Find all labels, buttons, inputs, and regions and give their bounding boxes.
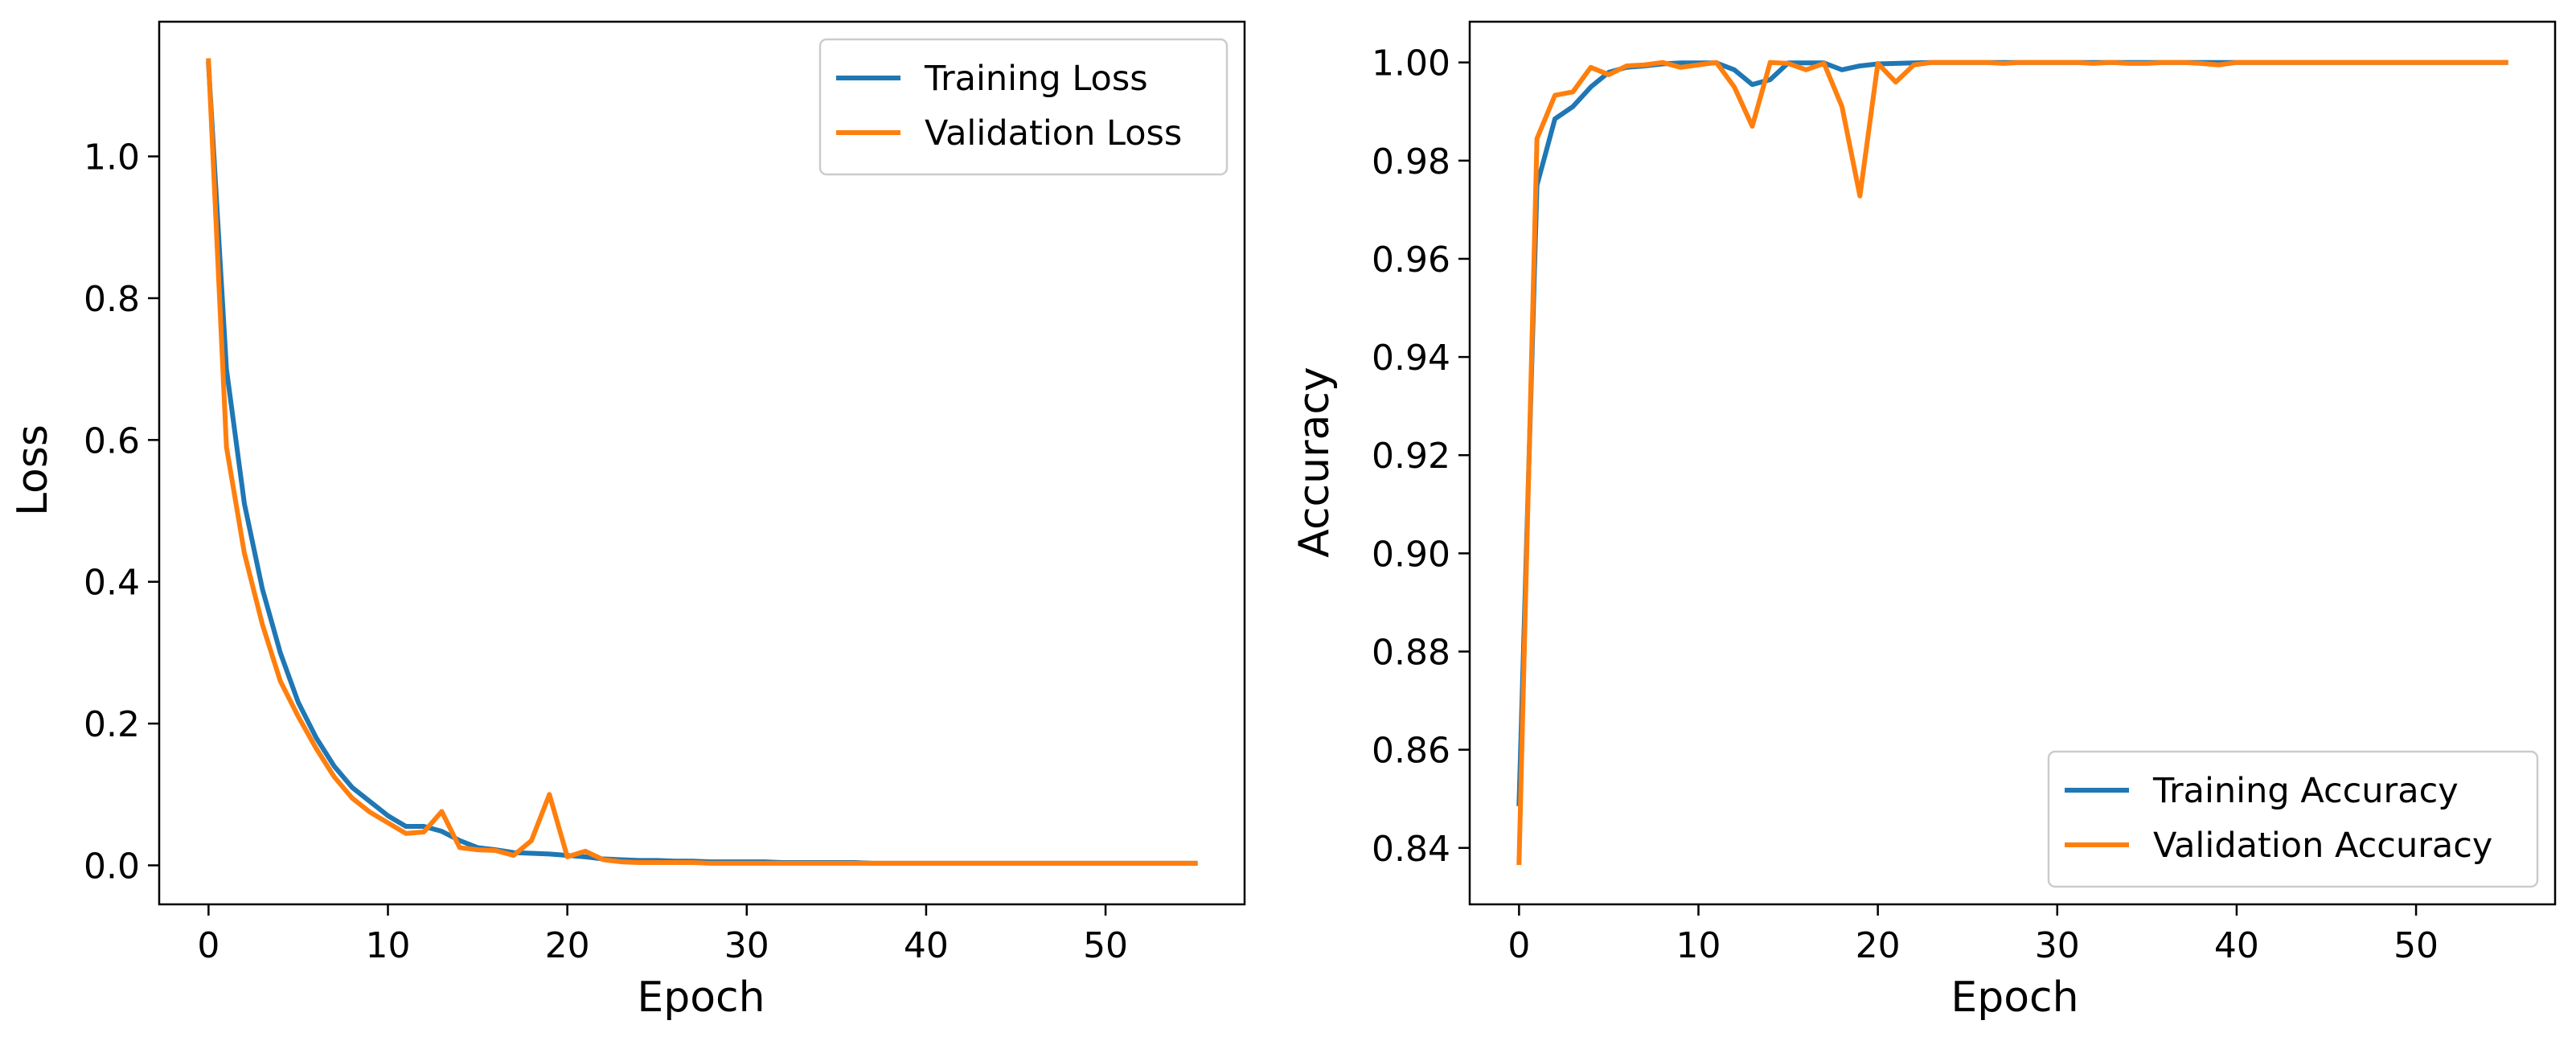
loss-chart-xtick-label-3: 30 bbox=[724, 925, 769, 966]
accuracy-chart-ytick-label-3: 0.90 bbox=[1372, 534, 1450, 575]
accuracy-chart-xtick-label-2: 20 bbox=[1856, 925, 1901, 966]
accuracy-chart-series-validation-accuracy bbox=[1516, 59, 2508, 866]
accuracy-chart-xtick-label-3: 30 bbox=[2035, 925, 2080, 966]
loss-chart-ytick-label-1: 0.2 bbox=[84, 704, 140, 745]
accuracy-chart-ytick-label-8: 1.00 bbox=[1372, 43, 1450, 84]
accuracy-chart-ytick-label-7: 0.98 bbox=[1372, 141, 1450, 182]
accuracy-chart-plot-frame bbox=[1468, 20, 2557, 906]
loss-chart-plot-frame bbox=[158, 20, 1246, 906]
loss-chart-legend: Training Loss Validation Loss bbox=[818, 38, 1229, 176]
loss-chart-xtick-label-1: 10 bbox=[366, 925, 411, 966]
accuracy-chart-xtick-label-4: 40 bbox=[2214, 925, 2259, 966]
accuracy-chart-legend: Training Accuracy Validation Accuracy bbox=[2047, 750, 2539, 888]
loss-chart-legend-label-validation-loss: Validation Loss bbox=[925, 113, 1182, 154]
accuracy-chart-ytick-label-2: 0.88 bbox=[1372, 633, 1450, 674]
accuracy-chart-xtick-label-5: 50 bbox=[2393, 925, 2439, 966]
accuracy-chart-legend-label-validation-accuracy: Validation Accuracy bbox=[2153, 826, 2492, 866]
loss-chart: Loss Epoch 0 10 20 30 40 50 0.0 0.2 0.4 0.6 0.8 1.0… bbox=[9, 20, 1246, 1022]
loss-chart-ytick-label-2: 0.4 bbox=[84, 563, 140, 604]
loss-chart-ytick-label-3: 0.6 bbox=[84, 420, 140, 461]
accuracy-chart-ytick-label-1: 0.86 bbox=[1372, 731, 1450, 772]
loss-chart-xtick-label-0: 0 bbox=[197, 925, 219, 966]
accuracy-chart-xtick-label-1: 10 bbox=[1676, 925, 1721, 966]
loss-chart-xlabel: Epoch bbox=[637, 973, 765, 1022]
accuracy-chart-ylabel: Accuracy bbox=[1290, 367, 1339, 557]
accuracy-chart: Accuracy Epoch 0 10 20 30 40 50 0.84 0.86 0.88 0.… bbox=[1290, 20, 2557, 1022]
loss-chart-xtick-label-2: 20 bbox=[545, 925, 590, 966]
accuracy-chart-ytick-label-0: 0.84 bbox=[1372, 829, 1450, 870]
accuracy-chart-ytick-label-6: 0.96 bbox=[1372, 240, 1450, 281]
loss-chart-ytick-label-0: 0.0 bbox=[84, 846, 140, 887]
loss-chart-ytick-label-5: 1.0 bbox=[84, 137, 140, 178]
loss-chart-xtick-label-5: 50 bbox=[1083, 925, 1128, 966]
loss-chart-xtick-label-4: 40 bbox=[904, 925, 949, 966]
accuracy-chart-xtick-label-0: 0 bbox=[1507, 925, 1530, 966]
loss-chart-series-validation-loss bbox=[206, 58, 1198, 866]
loss-chart-ytick-label-4: 0.8 bbox=[84, 279, 140, 320]
accuracy-chart-ytick-label-4: 0.92 bbox=[1372, 436, 1450, 477]
loss-chart-legend-label-training-loss: Training Loss bbox=[924, 59, 1148, 99]
accuracy-chart-legend-label-training-accuracy: Training Accuracy bbox=[2152, 771, 2459, 811]
accuracy-chart-legend-box bbox=[2047, 750, 2539, 888]
loss-chart-legend-box bbox=[818, 38, 1229, 176]
accuracy-chart-xlabel: Epoch bbox=[1950, 973, 2078, 1022]
loss-chart-ylabel: Loss bbox=[9, 424, 57, 516]
accuracy-chart-ytick-label-5: 0.94 bbox=[1372, 338, 1450, 379]
